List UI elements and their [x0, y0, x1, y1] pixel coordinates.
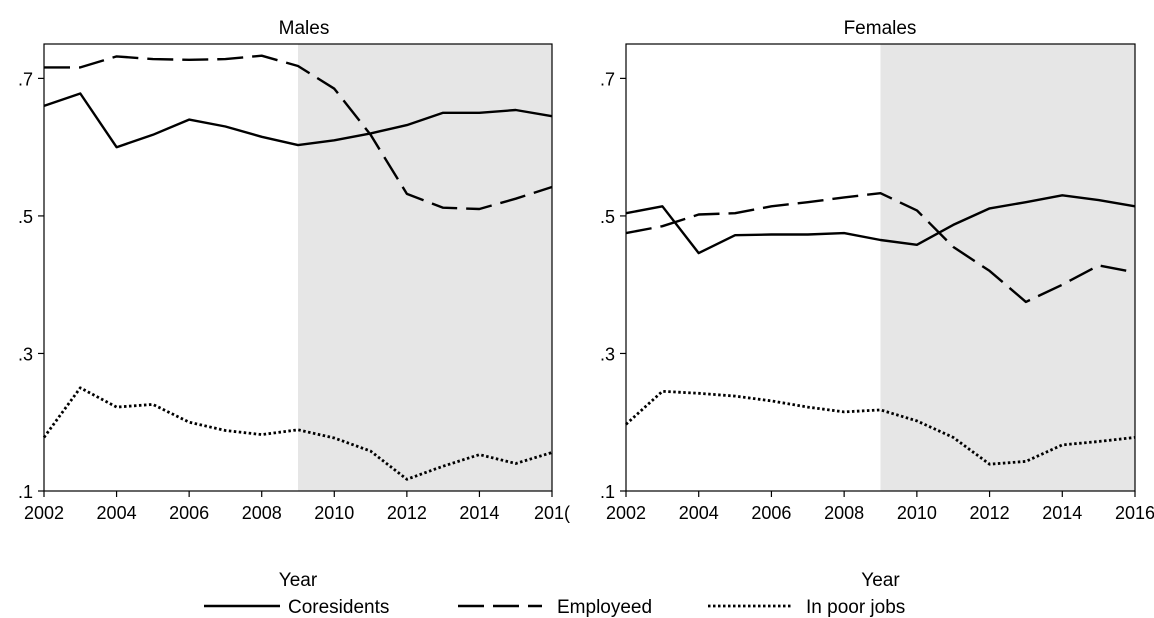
y-tick-label: .3 [18, 344, 33, 364]
plot-frame [625, 43, 1136, 492]
x-tick-label: 2008 [242, 503, 282, 523]
x-axis-title: Year [279, 570, 318, 591]
legend: Coresidents Employeed In poor jobs [204, 597, 905, 618]
x-tick-label: 2014 [459, 503, 499, 523]
panel-females: Females .1 .3 .5 .7 2002 2004 2006 2008 2010 2012 2… [600, 18, 1154, 591]
legend-label: Coresidents [288, 597, 389, 618]
series-line-coresidents [625, 194, 1136, 255]
panel-title: Males [279, 18, 330, 39]
x-tick-label: 2006 [751, 503, 791, 523]
plot-frame [43, 43, 553, 492]
shaded-region [880, 44, 1135, 491]
series-line-employeed [625, 191, 1136, 304]
x-tick-label: 2010 [897, 503, 937, 523]
x-tick-label: 2012 [970, 503, 1010, 523]
panel-title: Females [844, 18, 917, 39]
y-tick-label: .1 [18, 482, 33, 502]
x-tick-label: 2014 [1042, 503, 1082, 523]
y-tick-label: .5 [18, 207, 33, 227]
x-tick-label: 2006 [169, 503, 209, 523]
series-line-in-poor-jobs [42, 386, 553, 481]
x-axis-title: Year [861, 570, 900, 591]
series-line-employeed [44, 54, 553, 211]
x-tick-label: 2004 [679, 503, 719, 523]
y-tick-label: .3 [600, 344, 615, 364]
y-tick-label: .7 [600, 69, 615, 89]
series-line-coresidents [43, 92, 553, 149]
x-tick-label: 2012 [387, 503, 427, 523]
y-tick-label: .1 [600, 482, 615, 502]
y-tick-label: .5 [600, 207, 615, 227]
x-tick-label: 2008 [824, 503, 864, 523]
panel-males: Males .1 .3 .5 .7 2002 2004 2006 2008 2010 2012 201… [18, 18, 570, 591]
x-tick-label: 2002 [24, 503, 64, 523]
x-tick-label: 2002 [606, 503, 646, 523]
x-tick-label: 2010 [314, 503, 354, 523]
x-tick-label: 2016 [1115, 503, 1154, 523]
y-tick-label: .7 [18, 69, 33, 89]
x-tick-label: 201( [534, 503, 570, 523]
legend-label: In poor jobs [806, 597, 905, 618]
legend-label: Employeed [557, 597, 652, 618]
x-tick-label: 2004 [97, 503, 137, 523]
